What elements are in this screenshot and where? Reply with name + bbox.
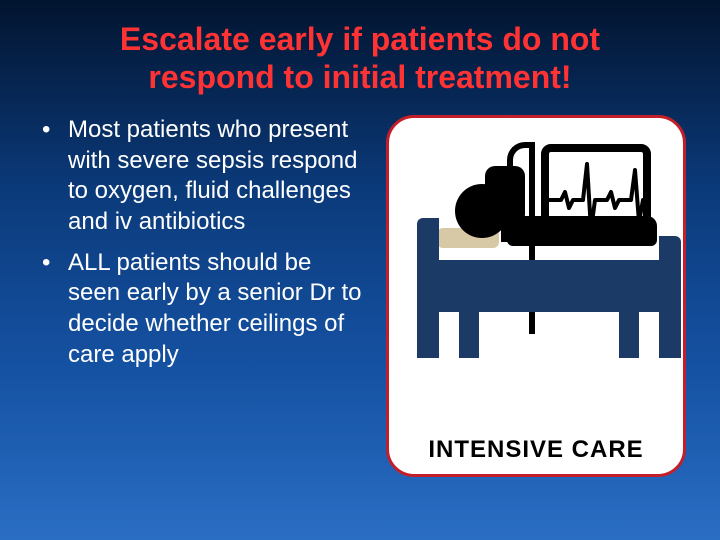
text-column: Most patients who present with severe se… — [34, 115, 368, 381]
hospital-bed-icon — [417, 198, 681, 358]
image-column: INTENSIVE CARE — [386, 115, 686, 477]
content-row: Most patients who present with severe se… — [30, 115, 690, 477]
bullet-item: Most patients who present with severe se… — [42, 115, 368, 238]
bullet-item: ALL patients should be seen early by a s… — [42, 248, 368, 371]
intensive-care-sign: INTENSIVE CARE — [386, 115, 686, 477]
sign-label: INTENSIVE CARE — [389, 436, 683, 464]
sign-inner — [399, 128, 673, 420]
slide: Escalate early if patients do not respon… — [0, 0, 720, 540]
slide-title: Escalate early if patients do not respon… — [30, 20, 690, 97]
bullet-list: Most patients who present with severe se… — [34, 115, 368, 371]
